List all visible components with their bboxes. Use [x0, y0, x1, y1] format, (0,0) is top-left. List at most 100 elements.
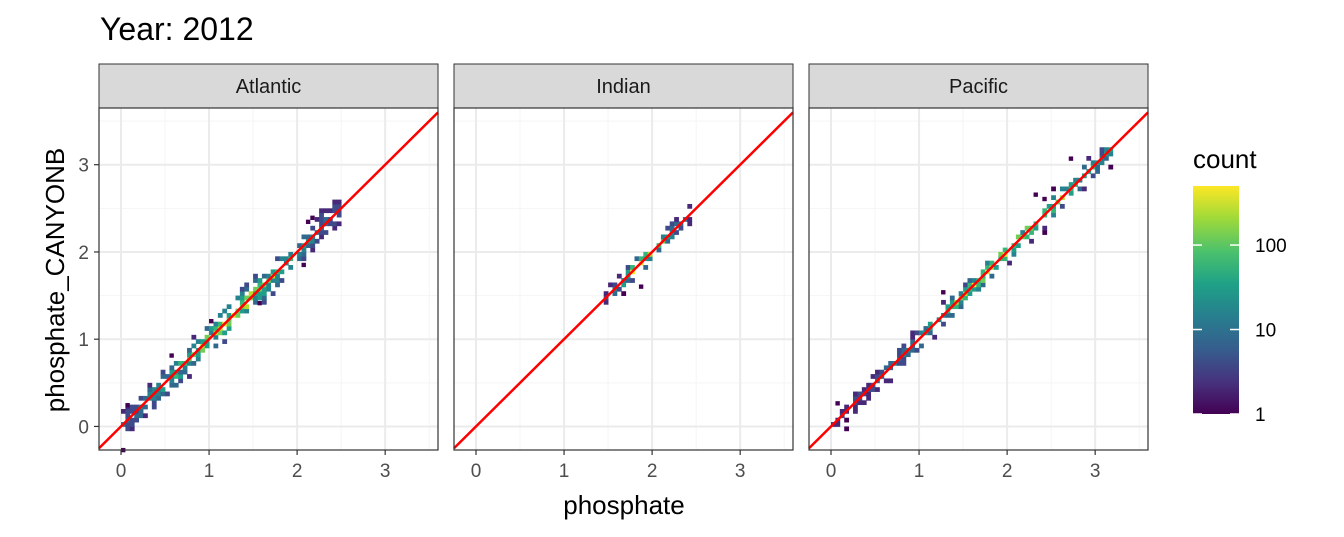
legend-tick-label: 100: [1255, 236, 1287, 257]
heatmap-bin: [1024, 225, 1030, 231]
heatmap-bin: [1002, 256, 1008, 262]
heatmap-bin: [674, 221, 679, 227]
heatmap-bin: [835, 422, 841, 427]
heatmap-bin: [857, 391, 863, 397]
heatmap-bin: [866, 391, 872, 397]
heatmap-bin: [1002, 247, 1008, 253]
colorbar: [1193, 186, 1239, 414]
heatmap-bin: [134, 404, 140, 410]
heatmap-bin: [266, 273, 272, 279]
heatmap-bin: [169, 382, 175, 388]
heatmap-bin: [853, 391, 858, 397]
heatmap-bin: [687, 217, 693, 222]
heatmap-bin: [248, 291, 254, 296]
heatmap-bin: [616, 286, 622, 292]
heatmap-bin: [625, 269, 631, 275]
heatmap-bin: [630, 278, 635, 283]
heatmap-bin: [332, 221, 338, 227]
heatmap-bin: [608, 282, 613, 288]
heatmap-bin: [1068, 156, 1074, 161]
heatmap-bin: [1064, 186, 1070, 192]
y-axis-title: phosphate_CANYONB: [40, 148, 70, 412]
x-axis-title: phosphate: [563, 490, 684, 520]
heatmap-bin: [125, 413, 131, 419]
heatmap-bin: [253, 286, 258, 292]
heatmap-bin: [301, 262, 306, 268]
facet-strip-label: Atlantic: [236, 76, 302, 98]
reference-line: [98, 111, 439, 450]
heatmap-bin: [239, 295, 245, 301]
heatmap-bin: [275, 273, 280, 279]
heatmap-bin: [993, 265, 999, 270]
heatmap-bin: [949, 299, 955, 305]
heatmap-bin: [332, 225, 338, 231]
panel-border: [808, 107, 1149, 451]
heatmap-bin: [270, 291, 276, 296]
heatmap-bin: [945, 313, 951, 318]
x-tick-label: 2: [647, 461, 658, 482]
heatmap-bin: [963, 282, 968, 288]
x-tick-label: 1: [914, 461, 925, 482]
heatmap-bin: [160, 374, 166, 379]
heatmap-bin: [195, 339, 201, 344]
heatmap-bin: [875, 387, 880, 392]
heatmap-bin: [875, 374, 880, 379]
heatmap-bin: [1024, 234, 1030, 240]
heatmap-bin: [244, 286, 250, 292]
heatmap-bin: [883, 378, 889, 384]
heatmap-bin: [1046, 203, 1052, 209]
heatmap-bin: [160, 387, 166, 392]
heatmap-bin: [603, 291, 609, 296]
heatmap-bin: [989, 273, 995, 279]
heatmap-bin: [897, 352, 902, 358]
heatmap-bin: [319, 217, 324, 222]
heatmap-bin: [244, 282, 250, 288]
heatmap-bin: [239, 286, 245, 292]
heatmap-bin: [178, 374, 184, 379]
x-tick-label: 0: [116, 461, 127, 482]
heatmap-bin: [283, 256, 289, 262]
heatmap-bin: [121, 408, 126, 414]
heatmap-bin: [266, 286, 272, 292]
heatmap-bin: [901, 361, 907, 366]
heatmap-bin: [914, 330, 920, 336]
heatmap-bin: [1068, 190, 1074, 196]
heatmap-bin: [1103, 155, 1109, 161]
heatmap-bin: [905, 352, 911, 358]
heatmap-bin: [125, 408, 131, 414]
heatmap-bin: [314, 238, 320, 244]
heatmap-bin: [235, 313, 241, 318]
heatmap-bin: [1090, 173, 1096, 179]
heatmap-bin: [879, 369, 885, 375]
heatmap-bin: [319, 221, 324, 227]
heatmap-bin: [669, 234, 675, 240]
heatmap-bin: [1103, 147, 1109, 153]
heatmap-bin: [612, 282, 618, 288]
heatmap-bin: [888, 378, 894, 384]
heatmap-bin: [173, 361, 179, 366]
heatmap-bin: [1020, 230, 1026, 235]
heatmap-bin: [134, 413, 140, 419]
heatmap-bin: [182, 369, 188, 375]
heatmap-bin: [222, 339, 228, 344]
heatmap-bin: [169, 369, 175, 375]
heatmap-bin: [835, 401, 840, 406]
facet-strip-label: Pacific: [949, 76, 1008, 98]
heatmap-bin: [125, 403, 130, 408]
heatmap-bin: [151, 400, 157, 406]
heatmap-bin: [173, 374, 179, 379]
heatmap-bin: [1073, 177, 1078, 183]
heatmap-bin: [178, 361, 184, 366]
heatmap-bin: [687, 221, 693, 227]
heatmap-bin: [883, 365, 889, 371]
heatmap-bin: [319, 208, 324, 214]
heatmap-bin: [866, 395, 872, 401]
heatmap-bin: [612, 291, 618, 296]
heatmap-bin: [310, 225, 316, 231]
heatmap-bin: [967, 278, 973, 283]
heatmap-bin: [1081, 164, 1087, 170]
heatmap-bin: [669, 225, 675, 231]
heatmap-bin: [332, 203, 338, 209]
heatmap-bin: [844, 404, 850, 410]
heatmap-bin: [257, 282, 263, 288]
